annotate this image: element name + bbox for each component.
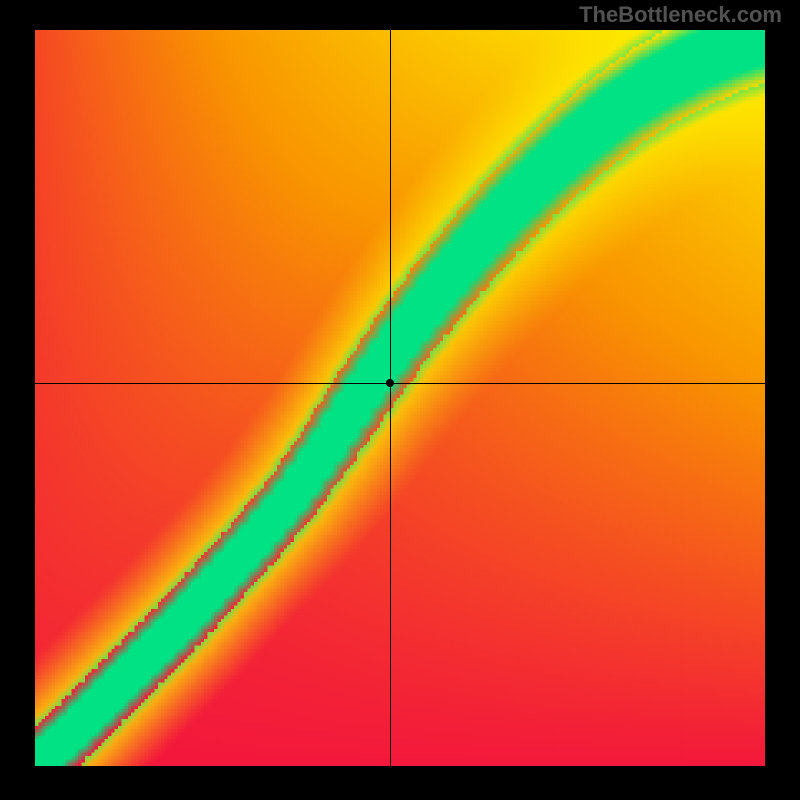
crosshair-vertical: [390, 30, 391, 766]
crosshair-marker[interactable]: [386, 379, 394, 387]
chart-container: TheBottleneck.com: [0, 0, 800, 800]
watermark-text: TheBottleneck.com: [579, 2, 782, 28]
crosshair-horizontal: [35, 383, 765, 384]
plot-area: [35, 30, 765, 766]
heatmap-canvas: [35, 30, 765, 766]
